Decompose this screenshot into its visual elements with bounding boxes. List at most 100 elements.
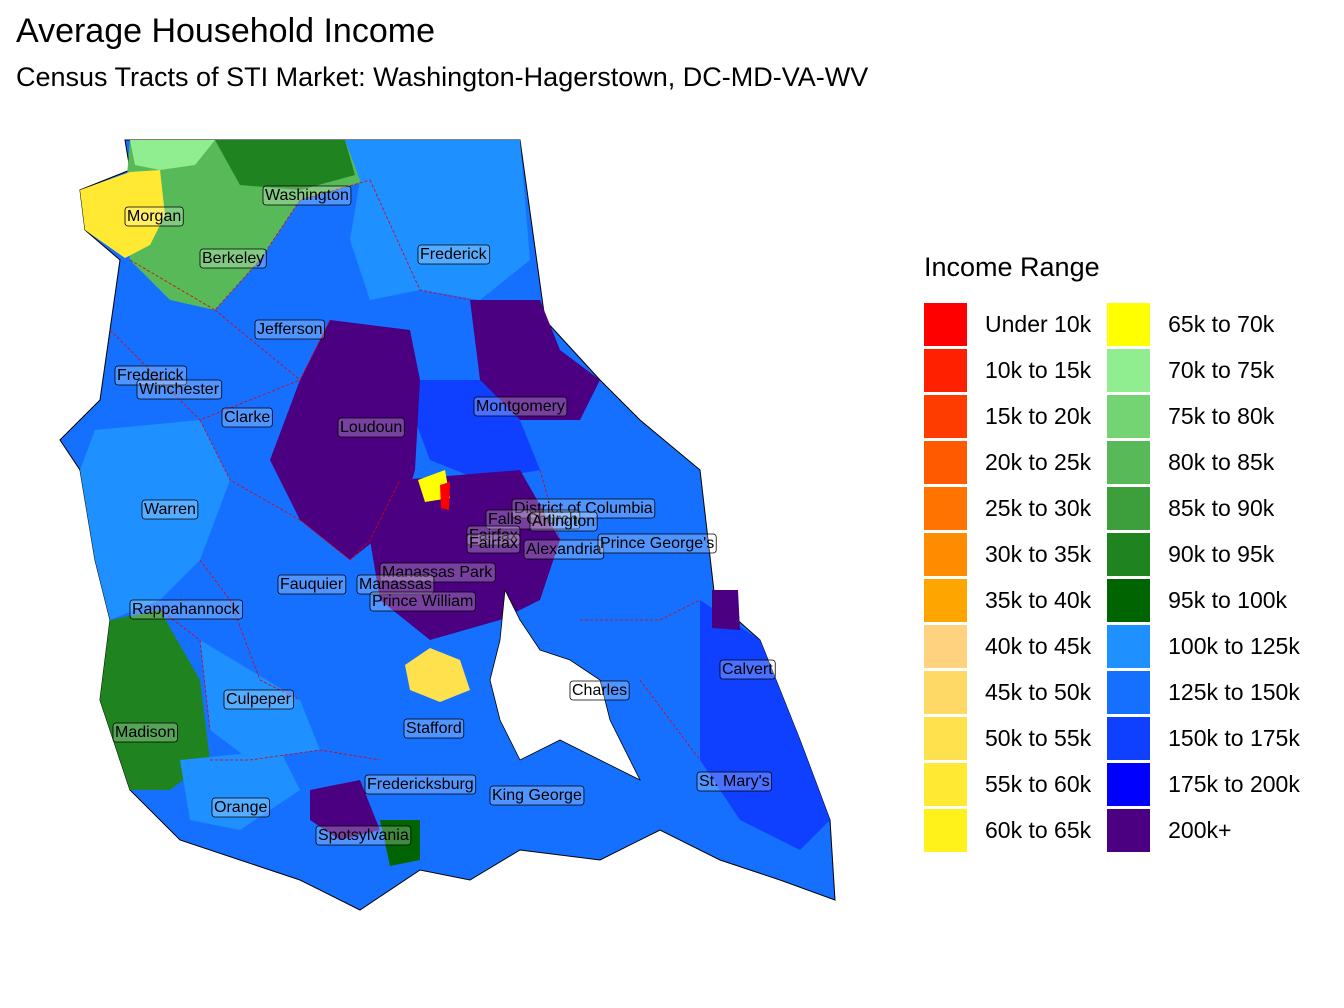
legend-item: 55k to 60k <box>924 761 1091 807</box>
legend-swatch <box>1107 302 1151 346</box>
county-label-text: Warren <box>144 501 196 518</box>
county-label-box <box>112 722 178 743</box>
legend-item: 85k to 90k <box>1107 485 1300 531</box>
legend-swatch <box>924 578 967 622</box>
legend-label: 25k to 30k <box>985 494 1092 521</box>
county-label-box <box>597 533 717 554</box>
map-regions <box>59 139 836 911</box>
legend-item: 90k to 95k <box>1107 531 1300 577</box>
region-madison <box>100 610 210 790</box>
region-morgan <box>80 170 165 258</box>
legend-label: 35k to 40k <box>985 586 1092 613</box>
county-label: Loudoun <box>337 417 405 438</box>
legend: Income Range Under 10k 10k to 15k 15k to 2… <box>924 252 1300 853</box>
county-label-box <box>356 574 435 595</box>
county-label-text: Fairfax <box>469 527 518 544</box>
county-label: Madison <box>112 722 178 743</box>
legend-item: 15k to 20k <box>924 393 1091 439</box>
legend-swatch <box>924 394 967 438</box>
region-frederick-md <box>345 140 530 300</box>
county-label-box <box>466 533 521 554</box>
region-fauquier <box>200 470 350 700</box>
legend-item: 40k to 45k <box>924 623 1091 669</box>
county-label: Rappahannock <box>129 599 244 620</box>
county-label-text: Berkeley <box>202 250 264 267</box>
legend-label: 125k to 150k <box>1168 678 1300 705</box>
county-label-text: Prince William <box>372 593 473 610</box>
county-label-text: Fauquier <box>280 576 344 593</box>
legend-swatch <box>924 440 967 484</box>
county-label-text: St. Mary's <box>699 773 770 790</box>
legend-item: 60k to 65k <box>924 807 1091 853</box>
region-fairfax <box>370 470 560 640</box>
county-label-box <box>129 599 244 620</box>
legend-item: Under 10k <box>924 301 1091 347</box>
county-boundaries <box>109 179 701 761</box>
county-label-box <box>254 319 325 340</box>
potomac-river <box>489 588 641 781</box>
legend-swatch <box>1107 532 1151 576</box>
region-loudoun-red <box>440 482 450 510</box>
county-label: Charles <box>569 680 630 701</box>
legend-label: 10k to 15k <box>985 356 1092 383</box>
legend-columns: Under 10k 10k to 15k 15k to 20k 20k to 25k 2… <box>924 301 1300 853</box>
county-label-box <box>136 379 223 400</box>
legend-label: 95k to 100k <box>1168 586 1288 613</box>
legend-swatch <box>1107 486 1151 530</box>
legend-label: 40k to 45k <box>985 632 1092 659</box>
legend-label: 60k to 65k <box>985 816 1092 843</box>
legend-label: 100k to 125k <box>1168 632 1300 659</box>
county-label: Winchester <box>136 379 223 400</box>
county-label: Stafford <box>403 718 465 739</box>
legend-label: 90k to 95k <box>1168 540 1275 567</box>
county-label: Orange <box>211 797 270 818</box>
legend-swatch <box>924 762 967 806</box>
county-label: Frederick <box>417 244 491 265</box>
legend-label: 80k to 85k <box>1168 448 1275 475</box>
county-label: Clarke <box>221 407 273 428</box>
county-label-text: Fredericksburg <box>367 776 474 793</box>
legend-label: 175k to 200k <box>1168 770 1300 797</box>
legend-label: 20k to 25k <box>985 448 1092 475</box>
legend-label: 85k to 90k <box>1168 494 1275 521</box>
county-label-text: Orange <box>214 799 267 816</box>
legend-swatch <box>924 670 967 714</box>
legend-item: 175k to 200k <box>1107 761 1300 807</box>
county-label: District of Columbia <box>511 498 656 519</box>
legend-item: 125k to 150k <box>1107 669 1300 715</box>
region-spotsylvania-green <box>380 820 420 866</box>
county-label-box <box>277 574 347 595</box>
legend-swatch <box>1107 440 1151 484</box>
legend-label: 70k to 75k <box>1168 356 1275 383</box>
legend-item: 25k to 30k <box>924 485 1091 531</box>
legend-item: 100k to 125k <box>1107 623 1300 669</box>
legend-item: 75k to 80k <box>1107 393 1300 439</box>
county-label-box <box>223 689 295 710</box>
county-label-text: Winchester <box>139 381 220 398</box>
legend-label: 45k to 50k <box>985 678 1092 705</box>
legend-item: 30k to 35k <box>924 531 1091 577</box>
legend-label: 15k to 20k <box>985 402 1092 429</box>
county-label: Montgomery <box>473 396 568 417</box>
county-label-box <box>199 248 267 269</box>
county-label-box <box>569 680 630 701</box>
county-label-text: Falls Church <box>488 511 578 528</box>
county-label: Fredericksburg <box>364 774 477 795</box>
legend-label: 75k to 80k <box>1168 402 1275 429</box>
legend-swatch <box>1107 348 1151 392</box>
county-label-text: Calvert <box>722 661 773 678</box>
legend-item: 20k to 25k <box>924 439 1091 485</box>
region-calvert-purple <box>712 590 740 630</box>
legend-column: 65k to 70k 70k to 75k 75k to 80k 80k to 85k… <box>1107 301 1300 853</box>
county-label: King George <box>489 785 585 806</box>
region-washington-green <box>215 140 355 190</box>
legend-item: 50k to 55k <box>924 715 1091 761</box>
legend-swatch <box>924 302 967 346</box>
legend-item: 65k to 70k <box>1107 301 1300 347</box>
legend-swatch <box>1107 670 1151 714</box>
county-label: Berkeley <box>199 248 267 269</box>
county-label-box <box>523 539 605 560</box>
legend-item: 150k to 175k <box>1107 715 1300 761</box>
county-label-box <box>141 499 199 520</box>
legend-swatch <box>1107 762 1151 806</box>
